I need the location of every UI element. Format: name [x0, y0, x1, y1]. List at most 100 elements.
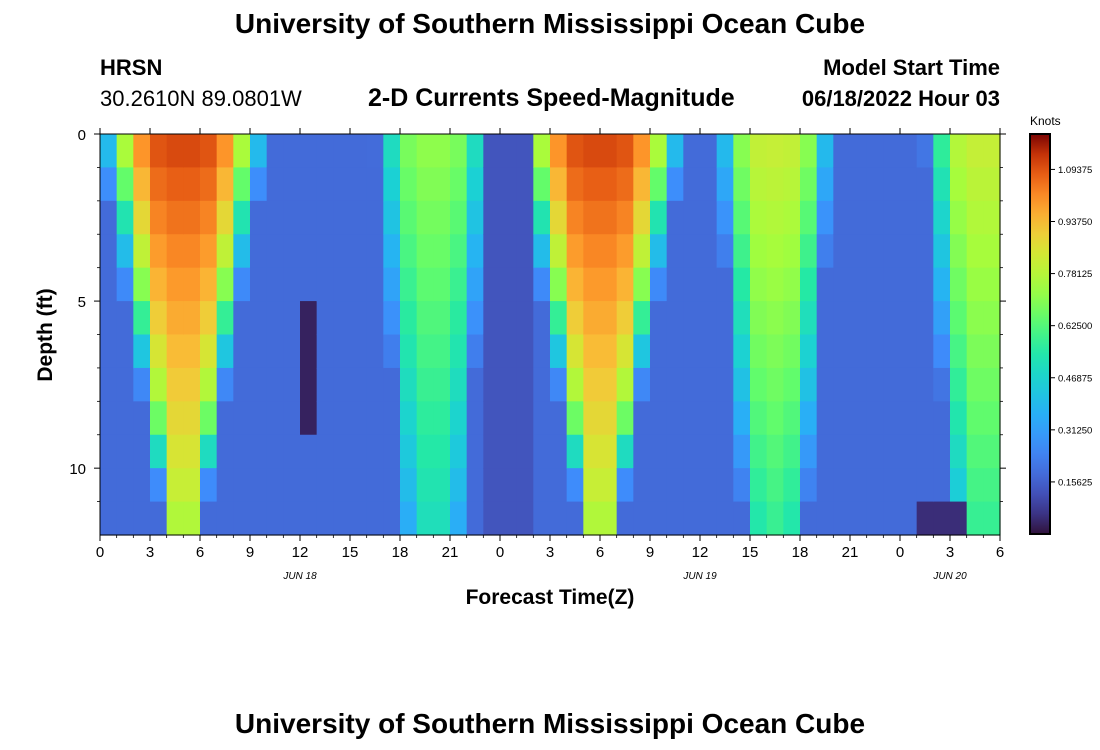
heatmap-cell: [666, 134, 684, 169]
heatmap-cell: [533, 434, 551, 469]
colorbar-ticks: 0.15625 0.31250 0.46875 0.62500 0.78125 0.937…: [1050, 165, 1092, 488]
heatmap-cell: [100, 134, 118, 169]
heatmap-cell: [100, 501, 118, 536]
heatmap-cell: [450, 334, 468, 369]
heatmap-cell: [566, 234, 584, 269]
heatmap-cell: [750, 167, 768, 202]
heatmap-cell: [666, 334, 684, 369]
heatmap-cell: [783, 167, 801, 202]
heatmap-cell: [700, 267, 718, 302]
heatmap-cell: [933, 167, 951, 202]
heatmap-cell: [466, 468, 484, 503]
heatmap-cell: [166, 334, 184, 369]
heatmap-cell: [450, 468, 468, 503]
heatmap-cell: [733, 334, 751, 369]
heatmap-cell: [300, 167, 318, 202]
heatmap-cell: [633, 200, 651, 235]
heatmap-cell: [333, 367, 351, 402]
date-label: JUN 19: [682, 571, 717, 582]
heatmap-cell: [866, 167, 884, 202]
heatmap-cell: [750, 434, 768, 469]
heatmap-cell: [166, 200, 184, 235]
heatmap-cell: [633, 468, 651, 503]
heatmap-cell: [900, 367, 918, 402]
heatmap-cell: [216, 301, 234, 336]
heatmap-cell: [966, 434, 984, 469]
heatmap-cell: [300, 301, 318, 336]
heatmap-cell: [616, 367, 634, 402]
heatmap-cell: [100, 167, 118, 202]
heatmap-cell: [400, 267, 418, 302]
heatmap-cell: [633, 301, 651, 336]
heatmap-cell: [300, 267, 318, 302]
heatmap-cell: [100, 401, 118, 436]
heatmap-cell: [350, 468, 368, 503]
heatmap-cell: [366, 334, 384, 369]
heatmap-cell: [316, 267, 334, 302]
heatmap-cell: [966, 334, 984, 369]
heatmap-cell: [883, 334, 901, 369]
heatmap-cell: [500, 401, 518, 436]
heatmap-cell: [616, 334, 634, 369]
heatmap-cell: [300, 367, 318, 402]
heatmap-cell: [800, 200, 818, 235]
heatmap-cell: [166, 501, 184, 536]
heatmap-cell: [433, 468, 451, 503]
heatmap-cell: [633, 267, 651, 302]
heatmap-cell: [383, 200, 401, 235]
heatmap-cell: [783, 367, 801, 402]
heatmap-cell: [233, 301, 251, 336]
heatmap-cell: [416, 301, 434, 336]
heatmap-cell: [250, 200, 268, 235]
heatmap-cell: [783, 401, 801, 436]
station-code: HRSN: [100, 55, 163, 80]
heatmap-cell: [883, 401, 901, 436]
heatmap-cell: [916, 200, 934, 235]
heatmap-cell: [400, 401, 418, 436]
heatmap-cell: [766, 301, 784, 336]
heatmap-cell: [766, 401, 784, 436]
heatmap-cell: [450, 134, 468, 169]
heatmap-cell: [383, 501, 401, 536]
heatmap-cell: [516, 401, 534, 436]
heatmap-cell: [716, 468, 734, 503]
heatmap-cell: [366, 134, 384, 169]
heatmap-cell: [383, 468, 401, 503]
heatmap-cell: [850, 234, 868, 269]
heatmap-cell: [533, 267, 551, 302]
heatmap-cell: [783, 301, 801, 336]
x-tick-label: 6: [196, 544, 204, 561]
heatmap-cell: [300, 434, 318, 469]
heatmap-cell: [500, 167, 518, 202]
heatmap-cell: [633, 134, 651, 169]
heatmap-cell: [383, 367, 401, 402]
heatmap-cell: [333, 434, 351, 469]
heatmap-cell: [433, 301, 451, 336]
heatmap-cell: [783, 234, 801, 269]
heatmap-cell: [650, 468, 668, 503]
heatmap-cell: [483, 401, 501, 436]
heatmap-cell: [133, 234, 151, 269]
heatmap-cell: [100, 367, 118, 402]
heatmap-cell: [733, 267, 751, 302]
heatmap-cell: [583, 501, 601, 536]
heatmap-cell: [883, 501, 901, 536]
heatmap-cell: [733, 234, 751, 269]
heatmap-cell: [716, 501, 734, 536]
heatmap-cell: [733, 167, 751, 202]
heatmap-cell: [400, 134, 418, 169]
heatmap-cell: [716, 367, 734, 402]
heatmap-cell: [883, 301, 901, 336]
heatmap-cell: [733, 200, 751, 235]
heatmap-cell: [616, 234, 634, 269]
heatmap-cell: [816, 501, 834, 536]
heatmap-cell: [783, 468, 801, 503]
colorbar-tick-label: 0.93750: [1058, 217, 1092, 228]
heatmap-cell: [233, 468, 251, 503]
heatmap-cell: [583, 401, 601, 436]
x-tick-label: 18: [392, 544, 409, 561]
heatmap-cell: [216, 334, 234, 369]
heatmap-cell: [750, 401, 768, 436]
heatmap-cell: [500, 301, 518, 336]
heatmap-cell: [500, 468, 518, 503]
